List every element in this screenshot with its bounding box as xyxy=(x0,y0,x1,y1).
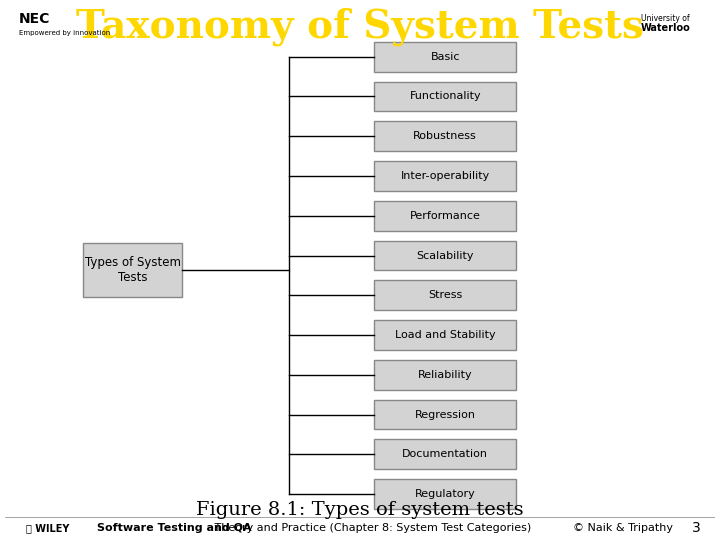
Text: Empowered by innovation: Empowered by innovation xyxy=(19,30,110,37)
Text: Robustness: Robustness xyxy=(413,131,477,141)
Text: Basic: Basic xyxy=(431,52,460,62)
FancyBboxPatch shape xyxy=(374,82,516,111)
Text: NEC: NEC xyxy=(19,12,50,26)
Text: Taxonomy of System Tests: Taxonomy of System Tests xyxy=(76,8,644,46)
FancyBboxPatch shape xyxy=(374,280,516,310)
FancyBboxPatch shape xyxy=(374,360,516,390)
Text: 3: 3 xyxy=(692,521,701,535)
Text: University of: University of xyxy=(641,15,690,23)
FancyBboxPatch shape xyxy=(374,122,516,151)
FancyBboxPatch shape xyxy=(374,400,516,429)
Text: Reliability: Reliability xyxy=(418,370,472,380)
FancyBboxPatch shape xyxy=(374,440,516,469)
Text: Inter-operability: Inter-operability xyxy=(400,171,490,181)
Text: Stress: Stress xyxy=(428,291,462,300)
FancyBboxPatch shape xyxy=(83,243,182,297)
Text: Figure 8.1: Types of system tests: Figure 8.1: Types of system tests xyxy=(196,501,524,519)
Text: Waterloo: Waterloo xyxy=(641,23,690,33)
FancyBboxPatch shape xyxy=(374,161,516,191)
Text: Scalability: Scalability xyxy=(416,251,474,260)
FancyBboxPatch shape xyxy=(374,241,516,271)
Text: Ⓚ WILEY: Ⓚ WILEY xyxy=(26,523,69,533)
Text: Performance: Performance xyxy=(410,211,481,221)
Text: Load and Stability: Load and Stability xyxy=(395,330,495,340)
Text: © Naik & Tripathy: © Naik & Tripathy xyxy=(573,523,673,533)
Text: Software Testing and QA: Software Testing and QA xyxy=(97,523,252,533)
FancyBboxPatch shape xyxy=(374,320,516,350)
Text: Documentation: Documentation xyxy=(402,449,488,460)
FancyBboxPatch shape xyxy=(374,42,516,71)
Text: Regulatory: Regulatory xyxy=(415,489,476,499)
FancyBboxPatch shape xyxy=(374,480,516,509)
FancyBboxPatch shape xyxy=(374,201,516,231)
Text: Theory and Practice (Chapter 8: System Test Categories): Theory and Practice (Chapter 8: System T… xyxy=(211,523,531,533)
Text: Types of System
Tests: Types of System Tests xyxy=(85,256,181,284)
Text: Functionality: Functionality xyxy=(410,91,481,102)
Text: Regression: Regression xyxy=(415,409,476,420)
